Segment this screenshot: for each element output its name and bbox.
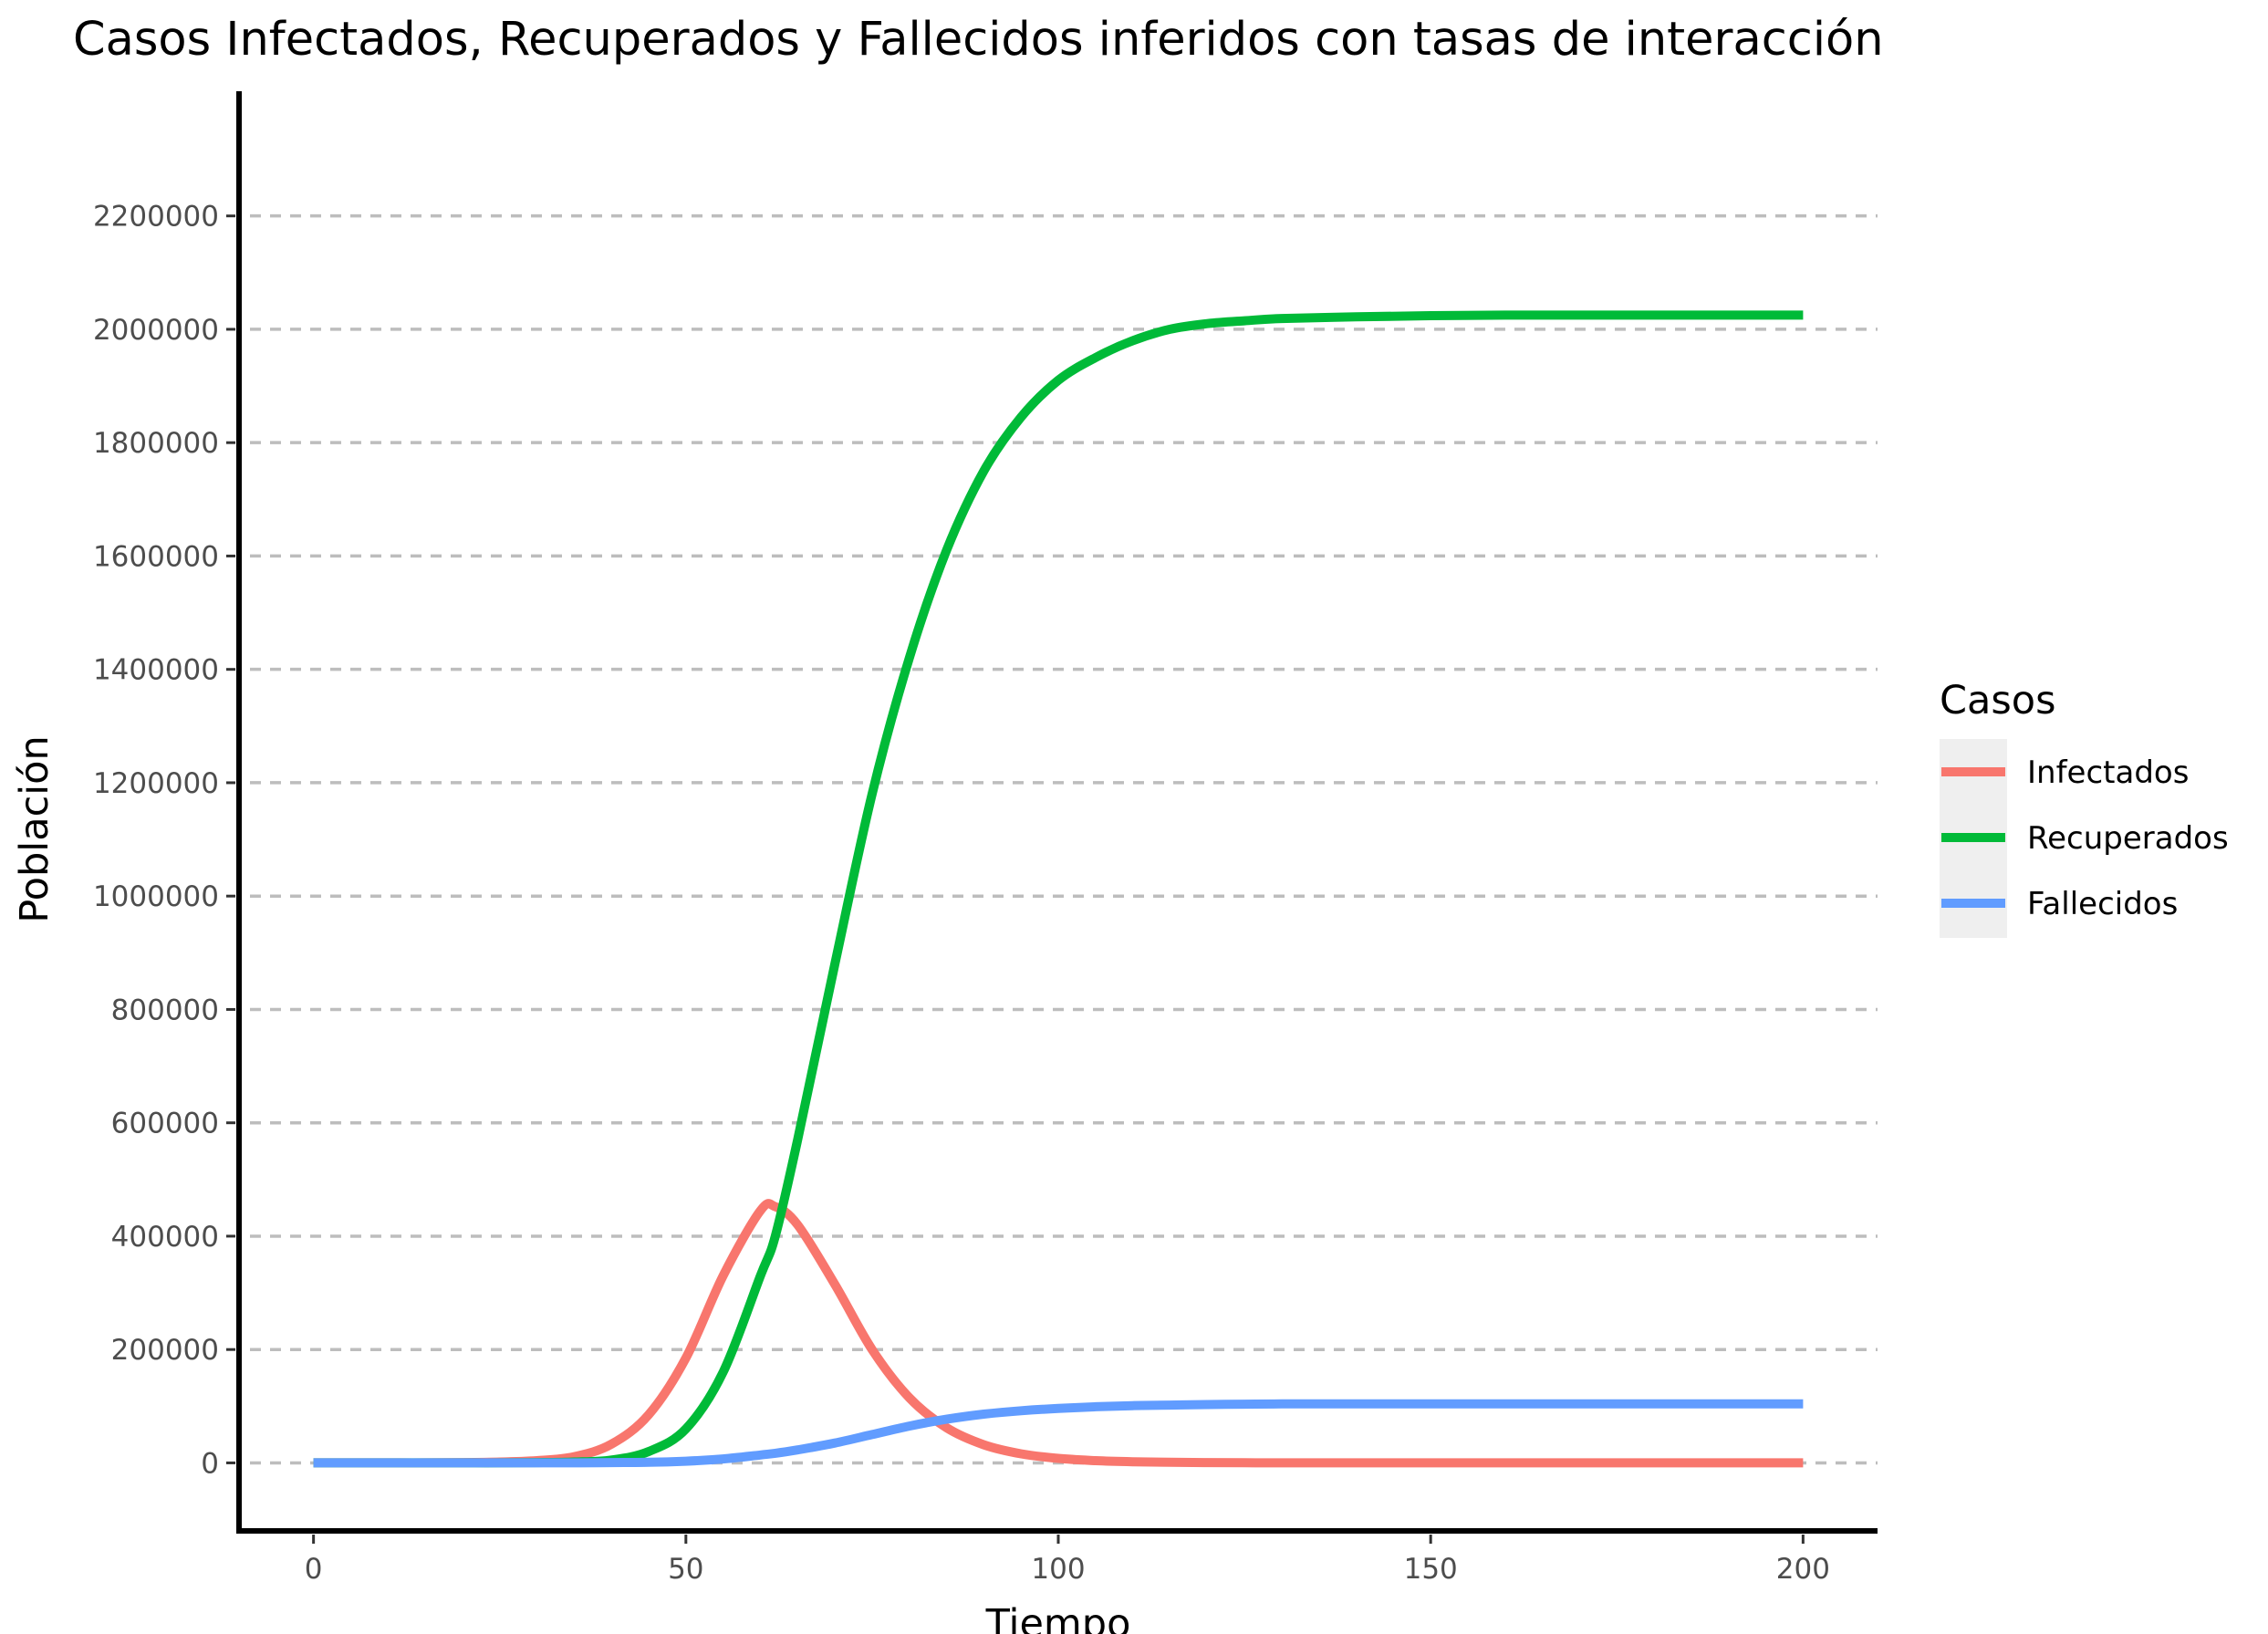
series-line-recuperados	[313, 310, 1804, 1468]
series-line-fallecidos	[313, 1399, 1804, 1468]
legend-label: Recuperados	[2027, 820, 2229, 857]
x-tick-label: 150	[1404, 1553, 1458, 1586]
y-tick-label: 2000000	[93, 314, 219, 347]
x-tick-label: 50	[668, 1553, 703, 1586]
y-tick-label: 0	[201, 1447, 219, 1480]
y-tick-label: 1200000	[93, 767, 219, 800]
y-tick-label: 1800000	[93, 427, 219, 460]
legend-items: Infectados Recuperados Fallecidos	[1940, 739, 2229, 938]
gridlines	[250, 213, 1878, 1465]
legend: Casos Infectados Recuperados Fallecidos	[1940, 678, 2229, 938]
x-tick-label: 200	[1776, 1553, 1830, 1586]
x-tick-label: 100	[1031, 1553, 1085, 1586]
y-axis-title: Población	[12, 735, 57, 922]
legend-title: Casos	[1940, 678, 2056, 723]
x-tick-label: 0	[305, 1553, 323, 1586]
y-tick-label: 1000000	[93, 880, 219, 913]
y-tick-label: 400000	[111, 1221, 219, 1254]
x-axis-title: Tiempo	[985, 1601, 1131, 1634]
legend-label: Fallecidos	[2027, 886, 2178, 922]
series-line-infectados	[313, 1199, 1804, 1468]
y-tick-label: 1400000	[93, 654, 219, 687]
y-tick-label: 800000	[111, 994, 219, 1026]
y-tick-label: 600000	[111, 1108, 219, 1140]
plot-lines	[313, 310, 1804, 1468]
legend-label: Infectados	[2027, 755, 2189, 791]
x-axis-ticks: 0 50 100 150 200	[305, 1535, 1830, 1586]
y-tick-label: 200000	[111, 1334, 219, 1367]
y-tick-label: 2200000	[93, 201, 219, 234]
y-axis-ticks: 0 200000 400000 600000 800000 1000000 1200000 1…	[93, 201, 235, 1480]
chart-title: Casos Infectados, Recuperados y Fallecid…	[73, 13, 1884, 67]
y-tick-label: 1600000	[93, 540, 219, 573]
